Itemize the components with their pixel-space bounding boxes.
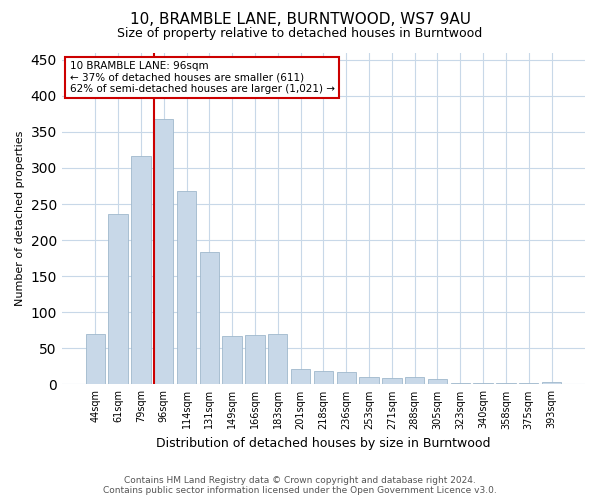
Bar bbox=[473, 383, 493, 384]
Text: Size of property relative to detached houses in Burntwood: Size of property relative to detached ho… bbox=[118, 28, 482, 40]
Bar bbox=[382, 378, 401, 384]
Bar bbox=[337, 372, 356, 384]
Bar bbox=[131, 156, 151, 384]
Bar bbox=[496, 383, 515, 384]
Text: 10 BRAMBLE LANE: 96sqm
← 37% of detached houses are smaller (611)
62% of semi-de: 10 BRAMBLE LANE: 96sqm ← 37% of detached… bbox=[70, 61, 335, 94]
Bar bbox=[428, 378, 447, 384]
Text: Contains HM Land Registry data © Crown copyright and database right 2024.
Contai: Contains HM Land Registry data © Crown c… bbox=[103, 476, 497, 495]
Bar bbox=[314, 372, 333, 384]
Bar bbox=[154, 119, 173, 384]
Bar bbox=[245, 336, 265, 384]
Bar bbox=[359, 377, 379, 384]
Bar bbox=[177, 191, 196, 384]
Bar bbox=[451, 383, 470, 384]
Bar bbox=[268, 334, 287, 384]
Y-axis label: Number of detached properties: Number of detached properties bbox=[15, 131, 25, 306]
Bar bbox=[223, 336, 242, 384]
Bar bbox=[86, 334, 105, 384]
Bar bbox=[519, 383, 538, 384]
Bar bbox=[405, 377, 424, 384]
Bar bbox=[291, 370, 310, 384]
X-axis label: Distribution of detached houses by size in Burntwood: Distribution of detached houses by size … bbox=[156, 437, 491, 450]
Bar bbox=[542, 382, 561, 384]
Text: 10, BRAMBLE LANE, BURNTWOOD, WS7 9AU: 10, BRAMBLE LANE, BURNTWOOD, WS7 9AU bbox=[130, 12, 470, 28]
Bar bbox=[200, 252, 219, 384]
Bar bbox=[109, 214, 128, 384]
